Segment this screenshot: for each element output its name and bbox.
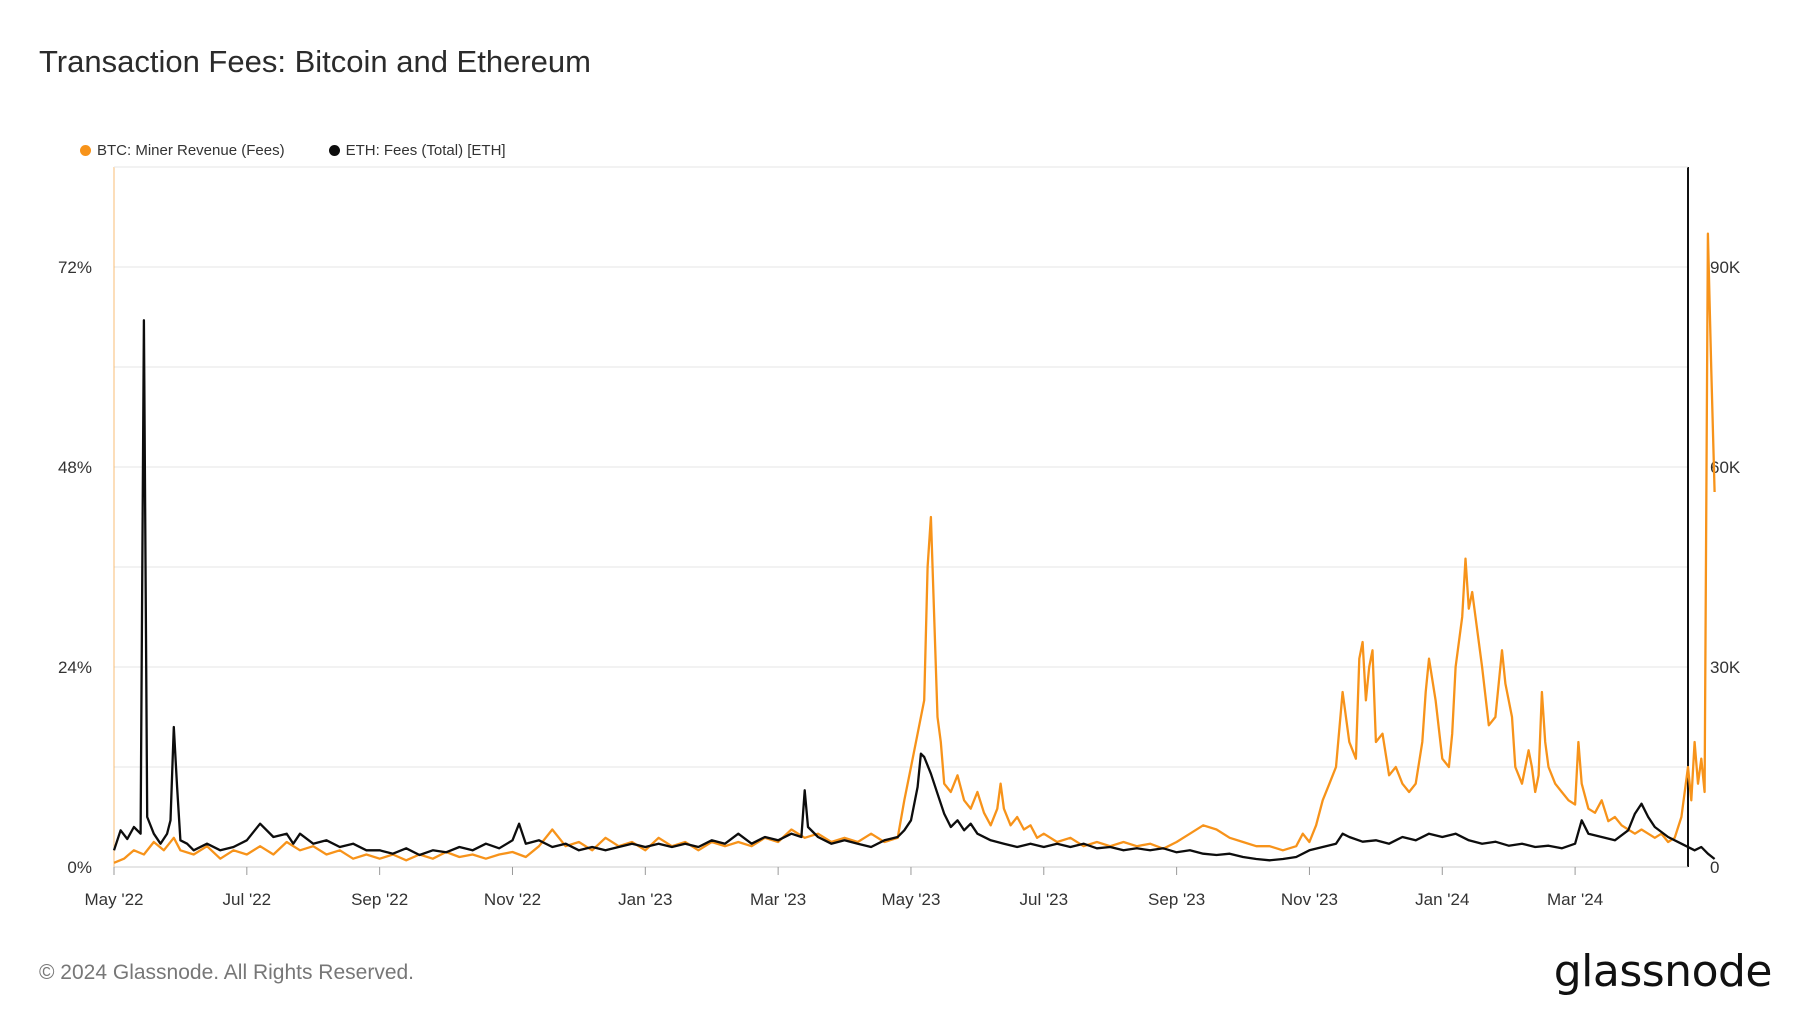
grid-lines [114,166,1688,768]
legend-item-btc[interactable]: BTC: Miner Revenue (Fees) [80,142,285,159]
right-axis-ticks: 0 30K 60K 90K [1710,258,1741,877]
legend-label-eth: ETH: Fees (Total) [ETH] [345,142,506,159]
chart-legend: BTC: Miner Revenue (Fees) ETH: Fees (Tot… [80,142,506,159]
left-tick-label: 48% [58,458,92,477]
right-tick-label: 60K [1710,458,1741,477]
x-tick-label: Mar '24 [1547,890,1603,909]
chart-title: Transaction Fees: Bitcoin and Ethereum [39,44,591,79]
right-tick-label: 30K [1710,658,1741,677]
series-line-eth[interactable] [112,319,1716,862]
x-axis-ticks: May '22 Jul '22 Sep '22 Nov '22 Jan '23 Mar '… [85,867,1603,909]
left-axis-ticks: 0% 24% 48% 72% [58,258,92,877]
x-tick-label: Jan '24 [1415,890,1469,909]
left-tick-label: 24% [58,658,92,677]
copyright-footer: © 2024 Glassnode. All Rights Reserved. [39,961,415,984]
legend-label-btc: BTC: Miner Revenue (Fees) [97,142,285,159]
x-tick-label: Sep '22 [351,890,408,909]
glassnode-logo[interactable]: glassnode [1553,946,1773,997]
x-tick-label: Jul '22 [223,890,272,909]
x-tick-label: Jan '23 [618,890,672,909]
x-tick-label: Sep '23 [1148,890,1205,909]
x-tick-label: Nov '23 [1281,890,1338,909]
legend-dot-eth [328,145,340,156]
left-tick-label: 0% [67,858,92,877]
legend-dot-btc [80,145,91,156]
x-tick-label: May '23 [881,890,940,909]
right-tick-label: 0 [1710,858,1719,877]
x-tick-label: Nov '22 [484,890,541,909]
left-tick-label: 72% [58,258,92,277]
series-line-btc[interactable] [113,232,1716,864]
right-tick-label: 90K [1710,258,1741,277]
x-tick-label: Jul '23 [1019,890,1068,909]
x-tick-label: Mar '23 [750,890,806,909]
x-tick-label: May '22 [85,890,144,909]
legend-item-eth[interactable]: ETH: Fees (Total) [ETH] [328,142,506,159]
